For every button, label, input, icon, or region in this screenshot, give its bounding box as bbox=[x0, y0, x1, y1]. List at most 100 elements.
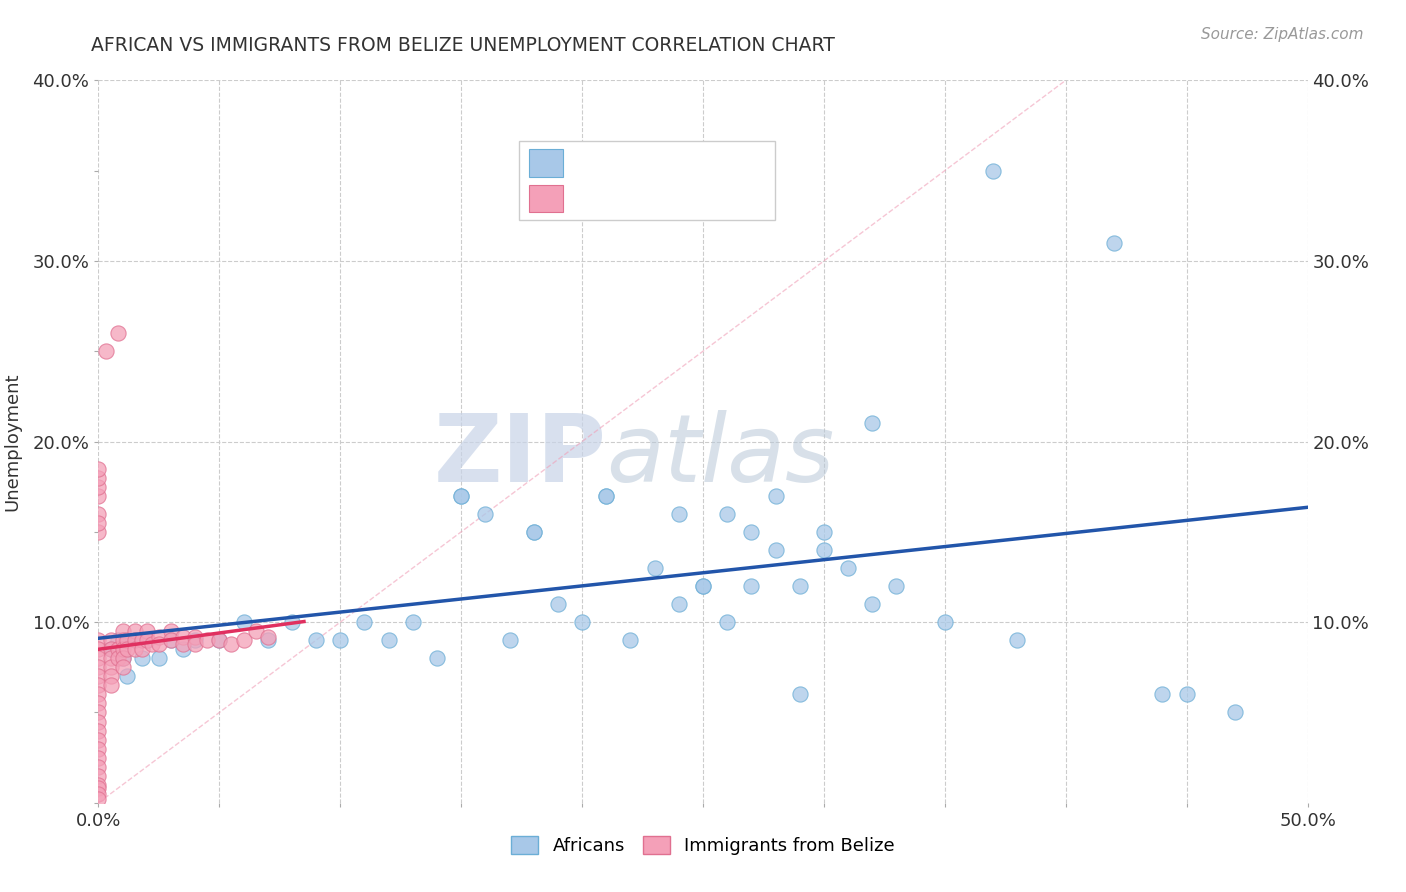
Point bbox=[124, 624, 146, 639]
Point bbox=[87, 642, 110, 657]
Text: atlas: atlas bbox=[606, 410, 835, 501]
Point bbox=[172, 630, 194, 644]
Text: R = 0.416: R = 0.416 bbox=[572, 190, 664, 208]
Point bbox=[160, 624, 183, 639]
Point bbox=[547, 597, 569, 611]
Point bbox=[87, 714, 110, 729]
Point bbox=[716, 615, 738, 630]
Point bbox=[111, 642, 134, 657]
Point bbox=[87, 524, 110, 539]
Point bbox=[232, 633, 254, 648]
Point bbox=[377, 633, 399, 648]
Text: Source: ZipAtlas.com: Source: ZipAtlas.com bbox=[1201, 27, 1364, 42]
Point bbox=[692, 579, 714, 593]
Point bbox=[100, 651, 122, 665]
Point bbox=[426, 651, 449, 665]
Point bbox=[195, 633, 218, 648]
Point bbox=[87, 706, 110, 720]
Point bbox=[87, 778, 110, 792]
Point bbox=[87, 660, 110, 674]
Point bbox=[148, 637, 170, 651]
Text: ZIP: ZIP bbox=[433, 410, 606, 502]
Y-axis label: Unemployment: Unemployment bbox=[3, 372, 21, 511]
Point bbox=[87, 732, 110, 747]
Point bbox=[87, 669, 110, 683]
Point bbox=[111, 660, 134, 674]
Point bbox=[87, 769, 110, 783]
Point bbox=[245, 624, 267, 639]
Point bbox=[111, 651, 134, 665]
Point bbox=[87, 741, 110, 756]
Point bbox=[595, 489, 617, 503]
Text: R = 0.263: R = 0.263 bbox=[572, 154, 664, 172]
Bar bbox=[529, 185, 562, 212]
Point bbox=[523, 524, 546, 539]
Point bbox=[87, 678, 110, 692]
Point bbox=[208, 633, 231, 648]
Point bbox=[117, 669, 139, 683]
Point bbox=[124, 633, 146, 648]
Point bbox=[160, 633, 183, 648]
Point bbox=[692, 579, 714, 593]
Point bbox=[87, 461, 110, 475]
Point bbox=[208, 633, 231, 648]
Point bbox=[172, 637, 194, 651]
Point bbox=[100, 642, 122, 657]
Point bbox=[87, 633, 110, 648]
Point bbox=[87, 781, 110, 796]
Point bbox=[87, 792, 110, 806]
Point bbox=[107, 633, 129, 648]
Point bbox=[256, 633, 278, 648]
Point bbox=[474, 507, 496, 521]
Point bbox=[789, 579, 811, 593]
Text: N = 66: N = 66 bbox=[678, 190, 741, 208]
Point bbox=[135, 633, 157, 648]
Point bbox=[184, 630, 207, 644]
Point bbox=[131, 642, 153, 657]
Point bbox=[1223, 706, 1246, 720]
Point bbox=[117, 633, 139, 648]
Point bbox=[87, 489, 110, 503]
Point bbox=[305, 633, 328, 648]
Point bbox=[124, 633, 146, 648]
Point bbox=[329, 633, 352, 648]
Point bbox=[837, 561, 859, 575]
Point bbox=[131, 651, 153, 665]
Point bbox=[100, 642, 122, 657]
Point bbox=[124, 642, 146, 657]
Point bbox=[765, 489, 787, 503]
Point bbox=[94, 344, 117, 359]
Point bbox=[232, 615, 254, 630]
Point bbox=[87, 516, 110, 530]
Point bbox=[111, 624, 134, 639]
Point bbox=[981, 163, 1004, 178]
Point bbox=[172, 642, 194, 657]
Point bbox=[668, 507, 690, 521]
Point bbox=[523, 524, 546, 539]
Point bbox=[221, 637, 243, 651]
Point bbox=[87, 651, 110, 665]
Point bbox=[87, 480, 110, 494]
Point bbox=[281, 615, 304, 630]
Point bbox=[595, 489, 617, 503]
Legend: Africans, Immigrants from Belize: Africans, Immigrants from Belize bbox=[503, 829, 903, 863]
Point bbox=[135, 633, 157, 648]
Point bbox=[450, 489, 472, 503]
Point bbox=[148, 651, 170, 665]
Point bbox=[107, 326, 129, 340]
Point bbox=[87, 471, 110, 485]
Point bbox=[87, 697, 110, 711]
Point bbox=[131, 633, 153, 648]
Point bbox=[160, 633, 183, 648]
Point bbox=[87, 787, 110, 801]
Bar bbox=[529, 149, 562, 177]
Point bbox=[256, 630, 278, 644]
Point bbox=[1175, 687, 1198, 701]
Point bbox=[1102, 235, 1125, 250]
Point bbox=[402, 615, 425, 630]
Point bbox=[117, 642, 139, 657]
Point bbox=[87, 723, 110, 738]
Point bbox=[450, 489, 472, 503]
Point bbox=[860, 597, 883, 611]
Point bbox=[765, 542, 787, 557]
